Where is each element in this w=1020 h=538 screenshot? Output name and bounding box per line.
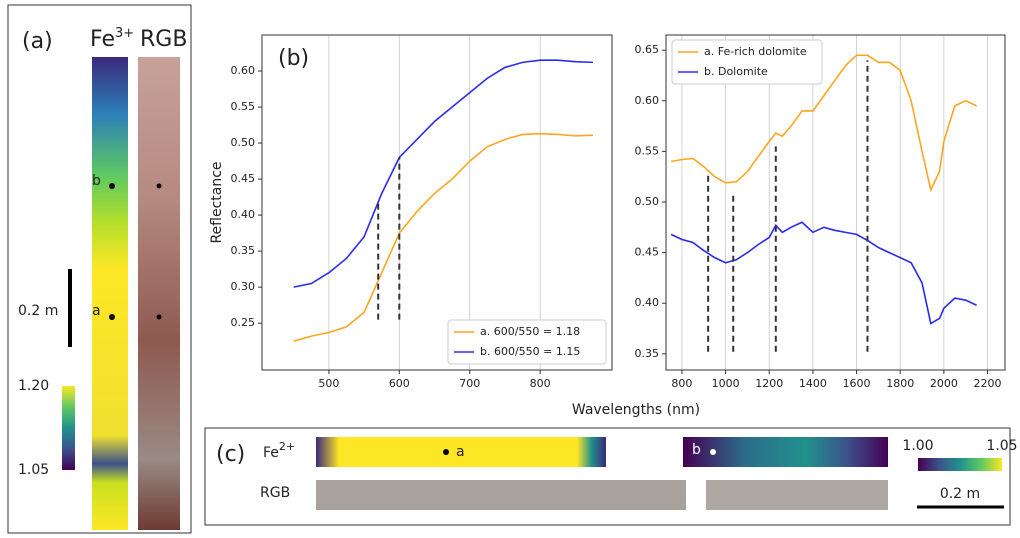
legend-box <box>671 39 823 85</box>
plot-frame <box>665 34 1006 371</box>
rgb-strip-image <box>138 57 180 530</box>
fe-strip-image <box>316 437 606 467</box>
y-tick-label: 0.45 <box>635 246 660 259</box>
colorbar-tick-label: 1.00 <box>902 438 933 454</box>
strip-title: RGB <box>260 485 290 501</box>
colorbar-tick-label: 1.05 <box>18 462 49 478</box>
colorbar-tick-label: 1.05 <box>986 438 1017 454</box>
rgb-strip-image <box>316 480 686 510</box>
fe-text: Fe <box>90 27 115 52</box>
colorbar <box>918 458 1002 471</box>
plot-area <box>262 35 612 370</box>
scale-label: 0.2 m <box>18 303 58 319</box>
colorbar-tick-label: 1.20 <box>18 378 49 394</box>
series-line <box>293 132 594 342</box>
x-axis-label: Wavelengths (nm) <box>572 402 700 418</box>
x-tick-label: 1800 <box>886 377 914 390</box>
y-axis-label: Reflectance <box>209 161 225 243</box>
point-marker <box>443 449 449 455</box>
y-tick-label: 0.55 <box>231 100 256 113</box>
point-marker <box>109 183 115 189</box>
legend-box <box>447 319 607 365</box>
legend-label: b. 600/550 = 1.15 <box>480 345 580 358</box>
strip-title: RGB <box>140 27 187 52</box>
panel-c: (c) Fe2+ RGB a b 0.2 m <box>204 427 1011 526</box>
point-marker <box>109 314 115 320</box>
point-label: a <box>456 444 465 460</box>
point-marker <box>156 183 162 189</box>
panel-label: (a) <box>22 29 53 54</box>
series-line <box>670 54 977 193</box>
x-tick-label: 600 <box>389 377 410 390</box>
legend-label: a. 600/550 = 1.18 <box>480 325 580 338</box>
point-marker <box>156 314 162 320</box>
fe-strip-image <box>92 57 128 530</box>
y-tick-label: 0.50 <box>635 195 660 208</box>
strip-title: Fe2+ <box>263 440 295 461</box>
x-tick-label: 1200 <box>755 377 783 390</box>
y-tick-label: 0.30 <box>231 280 256 293</box>
legend-label: a. Fe-rich dolomite <box>704 45 807 58</box>
x-tick-label: 2200 <box>974 377 1002 390</box>
panel-label: (c) <box>216 442 245 467</box>
y-tick-label: 0.65 <box>635 43 660 56</box>
fe-strip-image <box>683 437 888 467</box>
panel-label: (b) <box>278 46 309 71</box>
x-tick-label: 700 <box>459 377 480 390</box>
y-tick-label: 0.60 <box>231 64 256 77</box>
x-tick-label: 1000 <box>712 377 740 390</box>
y-tick-label: 0.35 <box>635 347 660 360</box>
strip-title: Fe3+ <box>90 26 134 53</box>
panel-frame <box>204 427 1011 526</box>
panel-a: (a) Fe3+ RGB b a 0.2 m <box>7 4 192 534</box>
point-label: b <box>92 173 101 189</box>
y-tick-label: 0.55 <box>635 144 660 157</box>
y-tick-label: 0.60 <box>635 94 660 107</box>
x-tick-label: 2000 <box>930 377 958 390</box>
series-line <box>670 221 977 325</box>
x-tick-label: 500 <box>318 377 339 390</box>
colorbar <box>62 386 75 470</box>
fe-sup: 3+ <box>115 26 134 41</box>
y-tick-label: 0.40 <box>231 208 256 221</box>
legend-label: b. Dolomite <box>704 65 768 78</box>
panel-frame <box>7 4 192 534</box>
x-tick-label: 1600 <box>843 377 871 390</box>
y-tick-label: 0.45 <box>231 172 256 185</box>
series-line <box>293 59 594 288</box>
fe-text: Fe <box>263 445 279 461</box>
y-tick-label: 0.25 <box>231 316 256 329</box>
x-tick-label: 1400 <box>799 377 827 390</box>
rgb-strip-image <box>706 480 888 510</box>
y-tick-label: 0.50 <box>231 136 256 149</box>
plot-area <box>666 35 1005 370</box>
scale-label: 0.2 m <box>940 486 980 502</box>
y-tick-label: 0.40 <box>635 296 660 309</box>
point-label: b <box>692 442 701 458</box>
point-label: a <box>92 303 101 319</box>
fe-sup: 2+ <box>279 440 295 453</box>
point-marker <box>710 449 716 455</box>
y-tick-label: 0.35 <box>231 244 256 257</box>
x-tick-label: 800 <box>671 377 692 390</box>
x-tick-label: 800 <box>530 377 551 390</box>
plot-frame <box>261 34 613 371</box>
